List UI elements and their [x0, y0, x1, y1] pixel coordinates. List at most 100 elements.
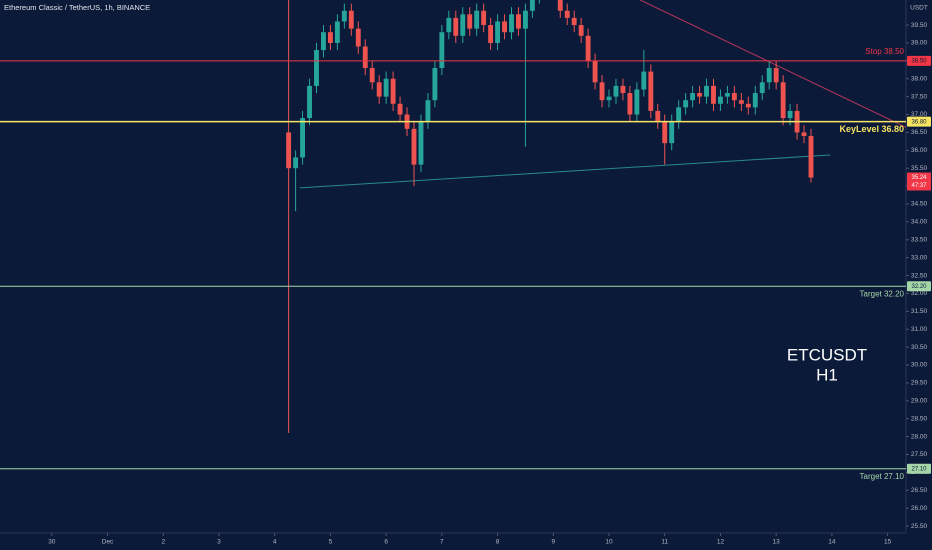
y-tick-label: 26.50: [911, 487, 928, 494]
candle-body: [676, 107, 682, 122]
candle-body: [808, 135, 814, 178]
x-tick-label: 8: [496, 539, 500, 546]
candle-body: [516, 14, 521, 29]
y-tick-label: 28.50: [911, 415, 928, 422]
x-tick-label: 6: [384, 539, 388, 546]
candle-body: [564, 10, 570, 18]
candle-body: [634, 89, 640, 115]
candle-body: [704, 85, 709, 97]
candle-body: [724, 93, 730, 97]
countdown-label: 47:37: [911, 183, 927, 189]
y-tick-label: 36.00: [911, 147, 928, 154]
y-tick-label: 32.00: [911, 290, 928, 297]
candle-body: [613, 85, 619, 97]
candle-body: [432, 67, 438, 101]
price-tag-label: 36.80: [911, 119, 927, 125]
y-tick-label: 30.50: [911, 344, 928, 351]
x-tick-label: Dec: [102, 539, 114, 546]
candle-body: [773, 67, 779, 83]
candle-body: [453, 17, 459, 36]
level-annotation: Stop 38.50: [865, 47, 904, 56]
last-price-tag: [907, 172, 931, 191]
candle-body: [627, 93, 633, 115]
candle-body: [341, 10, 347, 22]
y-tick-label: 30.00: [911, 362, 928, 369]
candle-body: [362, 46, 368, 68]
candle-body: [599, 82, 605, 101]
candle-body: [522, 10, 528, 29]
candle-body: [502, 21, 507, 33]
candle-body: [571, 17, 577, 26]
candle-body: [321, 32, 326, 51]
candle-body: [495, 21, 501, 43]
price-tag: [907, 281, 931, 292]
chart-title: Ethereum Classic / TetherUS, 1h, BINANCE: [4, 3, 150, 12]
price-tag-label: 27.10: [911, 466, 927, 472]
y-tick-label: 33.50: [911, 236, 928, 243]
candle-body: [718, 96, 723, 104]
candle-body: [787, 110, 793, 119]
plot-area: [0, 0, 906, 470]
candle-body: [690, 93, 696, 101]
candle-body: [592, 60, 598, 83]
watermark: ETCUSDT: [787, 345, 867, 364]
y-tick-label: 36.50: [911, 129, 928, 136]
y-tick-label: 34.00: [911, 219, 928, 226]
x-tick-label: 9: [551, 539, 555, 546]
candle-body: [446, 17, 452, 33]
x-tick-label: 12: [717, 539, 725, 546]
candle-body: [460, 14, 466, 36]
candle-body: [620, 85, 626, 94]
candle-body: [578, 25, 584, 36]
y-tick-label: 25.50: [911, 523, 928, 530]
candle-body: [481, 10, 487, 26]
y-tick-label: 39.50: [911, 22, 928, 29]
trend-line: [299, 154, 831, 189]
candle-body: [314, 50, 319, 86]
candle-body: [293, 157, 299, 169]
candle-body: [425, 100, 431, 122]
candle-body: [738, 100, 744, 104]
y-tick-label: 31.00: [911, 326, 928, 333]
x-tick-label: 14: [828, 539, 836, 546]
price-tag-label: 38.50: [911, 58, 927, 64]
candle-body: [780, 82, 786, 119]
candle-body: [745, 103, 751, 108]
y-tick-label: 31.50: [911, 308, 928, 315]
y-tick-label: 37.50: [911, 93, 928, 100]
candle-body: [334, 21, 340, 43]
level-annotation: Target 27.10: [860, 472, 905, 481]
x-tick-label: 2: [161, 539, 165, 546]
y-tick-label: 37.00: [911, 111, 928, 118]
last-price-label: 35.24: [911, 175, 927, 181]
y-tick-label: 27.50: [911, 451, 928, 458]
candle-body: [655, 110, 661, 122]
y-tick-label: 34.50: [911, 201, 928, 208]
candle-body: [488, 25, 494, 43]
x-tick-label: 7: [440, 539, 444, 546]
candle-body: [697, 93, 702, 97]
y-tick-label: 39.00: [911, 40, 928, 47]
candle-body: [731, 93, 737, 101]
candle-body: [348, 10, 354, 29]
x-tick-label: 13: [773, 539, 781, 546]
candle-body: [683, 100, 689, 108]
candle-body: [606, 96, 612, 101]
candle-body: [648, 71, 654, 111]
candle-body: [509, 14, 514, 33]
price-tag: [907, 116, 931, 127]
level-annotation: KeyLevel 36.80: [839, 124, 904, 134]
y-axis-label: USDT: [910, 5, 928, 12]
x-tick-label: 11: [661, 539, 668, 546]
candle-body: [411, 128, 417, 165]
x-tick-label: 4: [273, 539, 277, 546]
candle-body: [390, 78, 396, 104]
candle-body: [467, 14, 473, 29]
candle-body: [641, 71, 647, 90]
candle-body: [383, 78, 389, 97]
x-tick-label: 15: [884, 539, 892, 546]
candle-body: [286, 132, 292, 169]
